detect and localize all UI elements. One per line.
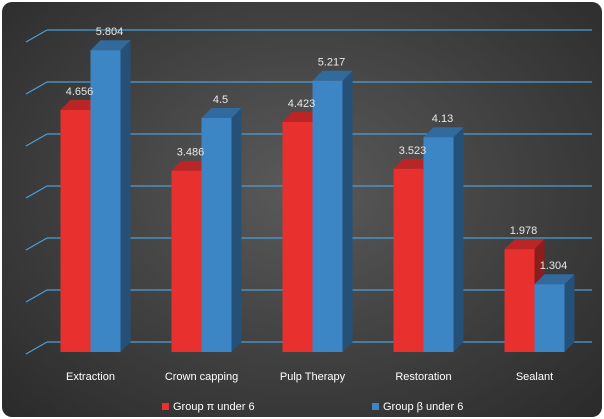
bar bbox=[312, 70, 353, 352]
category-label: Extraction bbox=[66, 371, 115, 383]
legend-label: Group β under 6 bbox=[383, 401, 463, 413]
data-label: 4.423 bbox=[288, 98, 316, 110]
legend: Group π under 6 Group β under 6 bbox=[162, 401, 463, 413]
gridline-wall bbox=[25, 341, 48, 355]
legend-swatch bbox=[372, 403, 379, 410]
bar bbox=[201, 108, 242, 352]
bar-front bbox=[423, 137, 454, 352]
bar bbox=[90, 40, 131, 352]
bar-top bbox=[90, 40, 131, 51]
bar-top bbox=[312, 70, 353, 81]
gridline-wall bbox=[25, 237, 48, 251]
gridline-wall bbox=[25, 289, 48, 303]
bar-front bbox=[312, 80, 343, 352]
bar-front bbox=[60, 109, 91, 352]
bars bbox=[60, 40, 575, 353]
bar-top bbox=[504, 239, 545, 250]
legend-label: Group π under 6 bbox=[173, 401, 255, 413]
data-label: 4.13 bbox=[432, 113, 453, 125]
bar-front bbox=[282, 122, 313, 352]
data-label: 5.804 bbox=[96, 26, 124, 38]
bar-side bbox=[564, 274, 575, 352]
bar-top bbox=[534, 274, 575, 285]
category-label: Sealant bbox=[516, 371, 553, 383]
data-label: 4.656 bbox=[66, 86, 94, 98]
bar-side bbox=[231, 108, 242, 352]
data-label: 4.5 bbox=[213, 94, 228, 106]
bar-side bbox=[453, 127, 464, 353]
category-labels: Extraction Crown capping Pulp Therapy Resto… bbox=[66, 371, 553, 383]
bar-top bbox=[423, 127, 464, 138]
bar-side bbox=[120, 40, 131, 352]
data-label: 1.304 bbox=[540, 260, 568, 272]
gridline-wall bbox=[25, 29, 48, 43]
bar-top bbox=[201, 108, 242, 118]
bar-front bbox=[393, 168, 424, 352]
bar-front bbox=[90, 50, 121, 352]
bar-side bbox=[342, 70, 353, 352]
data-label: 5.217 bbox=[318, 57, 346, 69]
legend-swatch bbox=[162, 403, 169, 410]
category-label: Crown capping bbox=[165, 371, 238, 383]
data-labels: 4.656 5.804 3.486 4.5 4.423 5.217 3.523 4.13 1.9… bbox=[66, 26, 568, 272]
category-label: Pulp Therapy bbox=[280, 371, 346, 383]
bar-front bbox=[171, 170, 202, 352]
bar bbox=[534, 274, 575, 352]
bar-front bbox=[504, 249, 535, 352]
data-label: 3.523 bbox=[399, 145, 427, 157]
gridline-wall bbox=[25, 133, 48, 147]
category-label: Restoration bbox=[395, 371, 451, 383]
gridline-wall bbox=[25, 185, 48, 199]
bar bbox=[423, 127, 464, 353]
bar-front bbox=[534, 284, 565, 352]
gridline-wall bbox=[25, 81, 48, 95]
data-label: 1.978 bbox=[510, 225, 538, 237]
data-label: 3.486 bbox=[177, 147, 205, 159]
bar-front bbox=[201, 118, 232, 352]
